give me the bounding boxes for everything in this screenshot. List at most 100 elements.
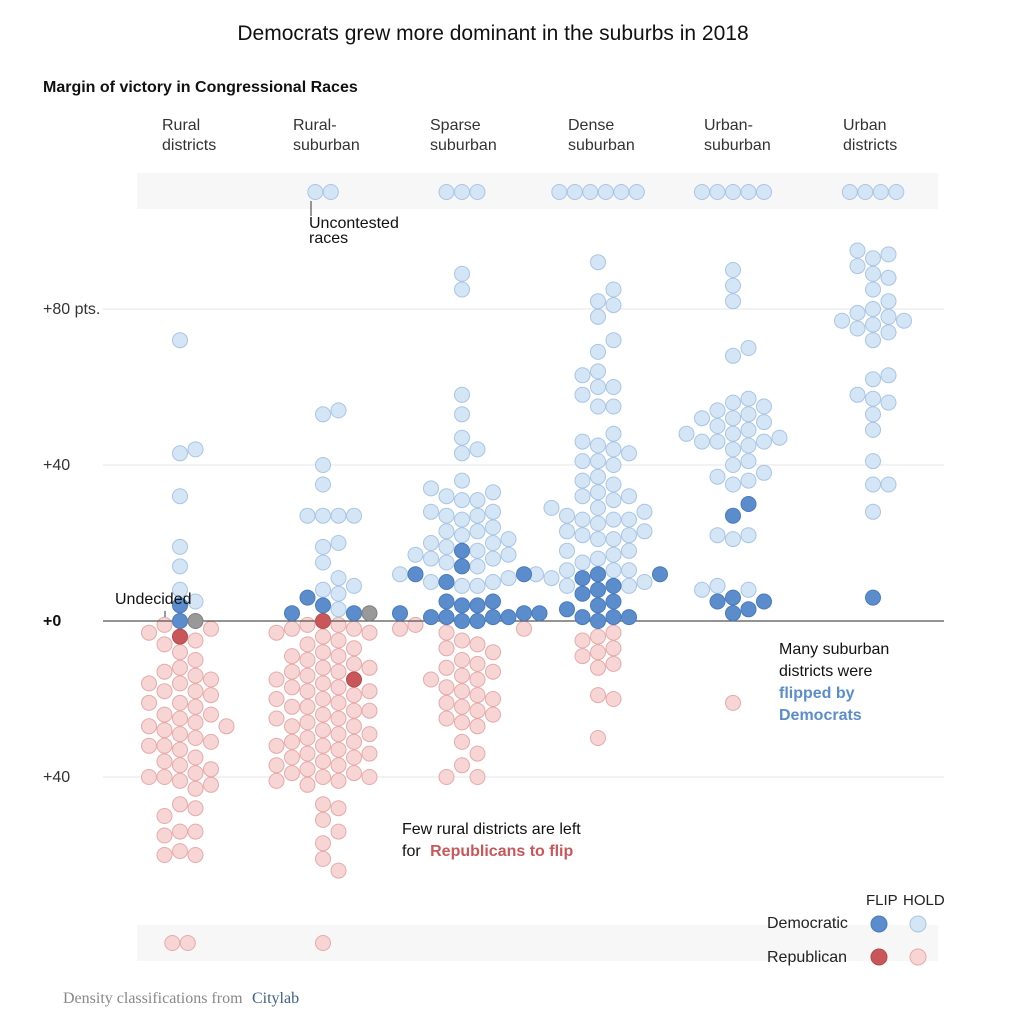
rep-hold-dot	[330, 823, 347, 840]
dem-hold-dot	[865, 371, 881, 388]
dem-hold-dot	[849, 386, 866, 403]
dem-flip-dot	[299, 589, 316, 606]
dem-hold-dot	[172, 581, 188, 598]
dem-hold-dot	[485, 519, 501, 536]
dem-hold-dot	[500, 531, 517, 548]
dem-hold-dot	[725, 476, 741, 493]
rep-hold-dot	[141, 675, 157, 692]
dem-hold-dot	[590, 308, 606, 325]
dem-flip-dot	[454, 597, 470, 614]
rep-hold-dot	[454, 698, 470, 715]
rep-hold-dot	[330, 757, 347, 774]
dem-hold-dot	[469, 577, 486, 594]
dem-hold-dot	[740, 340, 757, 356]
rep-hold-dot	[330, 772, 347, 789]
uncontested-dem-dot	[307, 184, 324, 200]
suburban-note-line3: flipped by	[779, 685, 855, 702]
dem-hold-dot	[187, 441, 204, 458]
rep-hold-dot	[218, 718, 235, 735]
dem-hold-dot	[709, 402, 726, 419]
dem-hold-dot	[605, 379, 622, 395]
dem-flip-dot	[392, 605, 408, 622]
dem-hold-dot	[469, 441, 486, 458]
dem-hold-dot	[574, 453, 591, 470]
dem-hold-dot	[454, 265, 470, 282]
dem-hold-dot	[423, 480, 439, 497]
dem-flip-dot	[469, 597, 486, 614]
dem-hold-dot	[590, 363, 606, 380]
dem-flip-dot	[315, 597, 331, 614]
dem-hold-dot	[590, 499, 606, 516]
rep-hold-dot	[438, 769, 455, 785]
dem-flip-dot	[574, 609, 591, 626]
rep-hold-dot	[284, 765, 300, 782]
dem-hold-dot	[423, 550, 439, 567]
dem-hold-dot	[315, 538, 331, 555]
rep-hold-dot	[469, 745, 486, 762]
dem-hold-dot	[605, 457, 622, 473]
uncontested-dem-dot	[628, 184, 645, 200]
rep-hold-dot	[299, 698, 316, 715]
rep-hold-dot	[299, 636, 316, 653]
dem-hold-dot	[880, 293, 897, 310]
rep-hold-dot	[187, 847, 204, 863]
dem-flip-dot	[438, 593, 455, 610]
dem-hold-dot	[849, 320, 866, 337]
rep-hold-dot	[172, 741, 188, 758]
rep-hold-dot	[485, 706, 501, 723]
dem-hold-dot	[485, 535, 501, 551]
category-label-line2: districts	[162, 137, 216, 154]
dem-hold-dot	[694, 410, 710, 427]
dem-hold-dot	[315, 457, 331, 473]
uncontested-label-line2: races	[309, 230, 348, 247]
rural-note-line1: Few rural districts are left	[402, 821, 581, 838]
rep-hold-dot	[346, 702, 362, 719]
category-label-line1: Rural	[162, 117, 200, 134]
dem-hold-dot	[756, 414, 772, 431]
dem-hold-dot	[590, 254, 606, 271]
rep-hold-dot	[156, 636, 173, 653]
dem-hold-dot	[469, 507, 486, 524]
rep-hold-dot	[330, 862, 347, 879]
chart-title: Democrats grew more dominant in the subu…	[237, 22, 748, 45]
rep-hold-dot	[346, 718, 362, 735]
rep-hold-dot	[590, 628, 606, 645]
rep-hold-dot	[284, 679, 300, 696]
dem-hold-dot	[574, 433, 591, 450]
rep-hold-dot	[268, 710, 285, 727]
y-tick-label: +0	[43, 613, 61, 630]
rep-hold-dot	[454, 714, 470, 731]
dem-hold-dot	[740, 581, 757, 598]
rep-hold-dot	[469, 687, 486, 704]
dem-hold-dot	[621, 562, 637, 579]
dem-flip-dot	[590, 581, 606, 598]
dem-flip-dot	[709, 593, 726, 610]
rep-hold-dot	[299, 714, 316, 731]
rep-hold-dot	[361, 702, 378, 719]
rep-hold-dot	[330, 663, 347, 680]
rep-hold-dot	[590, 730, 606, 746]
dem-hold-dot	[423, 574, 439, 590]
rep-hold-dot	[407, 616, 424, 633]
dem-hold-dot	[605, 492, 622, 509]
rep-hold-dot	[725, 694, 741, 711]
rep-hold-dot	[454, 733, 470, 750]
dem-hold-dot	[636, 503, 653, 520]
dem-hold-dot	[725, 262, 741, 278]
dem-hold-dot	[574, 527, 591, 544]
rep-hold-dot	[187, 730, 204, 746]
dem-hold-dot	[865, 421, 881, 438]
dem-hold-dot	[865, 476, 881, 493]
source-link[interactable]: Citylab	[252, 990, 299, 1007]
dem-hold-dot	[559, 577, 575, 594]
dem-hold-dot	[896, 312, 912, 329]
rep-flip-dot	[172, 628, 188, 645]
rep-hold-dot	[187, 800, 204, 817]
dem-hold-dot	[621, 542, 637, 559]
rep-hold-dot	[172, 644, 188, 661]
rep-hold-dot	[187, 652, 204, 668]
dem-hold-dot	[500, 570, 517, 587]
rep-hold-dot	[187, 823, 204, 840]
rep-hold-dot	[156, 827, 173, 844]
